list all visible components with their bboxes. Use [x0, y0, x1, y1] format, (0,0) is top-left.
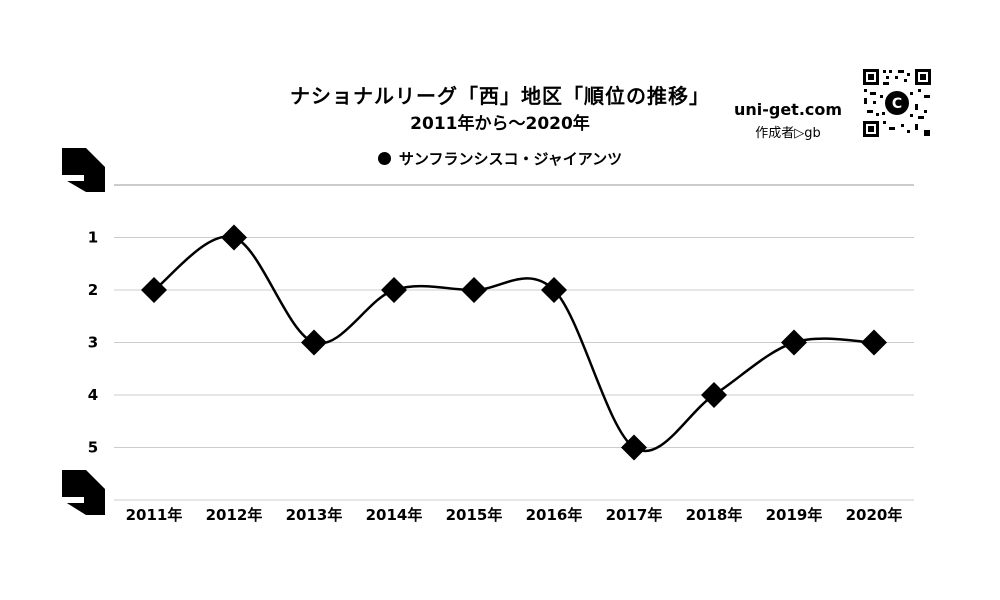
qr-code-icon: C: [862, 68, 932, 138]
svg-text:C: C: [892, 96, 902, 112]
data-point-marker: [301, 329, 327, 356]
y-tick-label: 4: [88, 386, 98, 404]
x-tick-label: 2013年: [286, 506, 343, 524]
y-tick-label: 1: [88, 229, 98, 247]
data-markers: [141, 224, 887, 461]
data-point-marker: [141, 277, 167, 303]
y-axis-ticks: 1 2 3 4 5: [88, 229, 98, 457]
y-tick-label: 3: [88, 334, 98, 352]
bottom-corner-mark: [62, 470, 105, 515]
legend-label: サンフランシスコ・ジャイアンツ: [398, 150, 623, 168]
x-tick-label: 2017年: [606, 506, 663, 524]
grid-lines: [114, 184, 914, 501]
author-credit: 作成者▷gb: [755, 126, 821, 141]
legend: サンフランシスコ・ジャイアンツ: [0, 148, 1000, 169]
chart-subtitle: 2011年から～2020年: [410, 114, 590, 134]
y-tick-label: 5: [88, 439, 98, 457]
site-name: uni-get.com: [733, 100, 843, 119]
data-point-marker: [621, 434, 647, 461]
x-tick-label: 2014年: [366, 506, 423, 524]
top-corner-mark: [62, 148, 105, 192]
x-tick-label: 2016年: [526, 506, 583, 524]
x-axis-ticks: 2011年 2012年 2013年 2014年 2015年 2016年 2017年 2018年…: [126, 506, 903, 524]
data-point-marker: [861, 329, 887, 356]
chart-title: ナショナルリーグ「西」地区「順位の推移」: [290, 84, 710, 108]
x-tick-label: 2018年: [686, 506, 743, 524]
data-point-marker: [701, 382, 727, 408]
x-tick-label: 2015年: [446, 506, 503, 524]
y-tick-label: 2: [88, 281, 98, 299]
data-point-marker: [221, 224, 247, 251]
x-tick-label: 2020年: [846, 506, 903, 524]
axis-decorations: [62, 148, 105, 515]
series-line: [153, 235, 875, 453]
data-point-marker: [381, 277, 407, 303]
x-tick-label: 2019年: [766, 506, 823, 524]
legend-marker-icon: [377, 152, 391, 165]
data-point-marker: [781, 329, 807, 356]
x-tick-label: 2011年: [126, 506, 183, 524]
data-point-marker: [461, 277, 487, 303]
x-tick-label: 2012年: [206, 506, 263, 524]
data-point-marker: [541, 277, 567, 303]
